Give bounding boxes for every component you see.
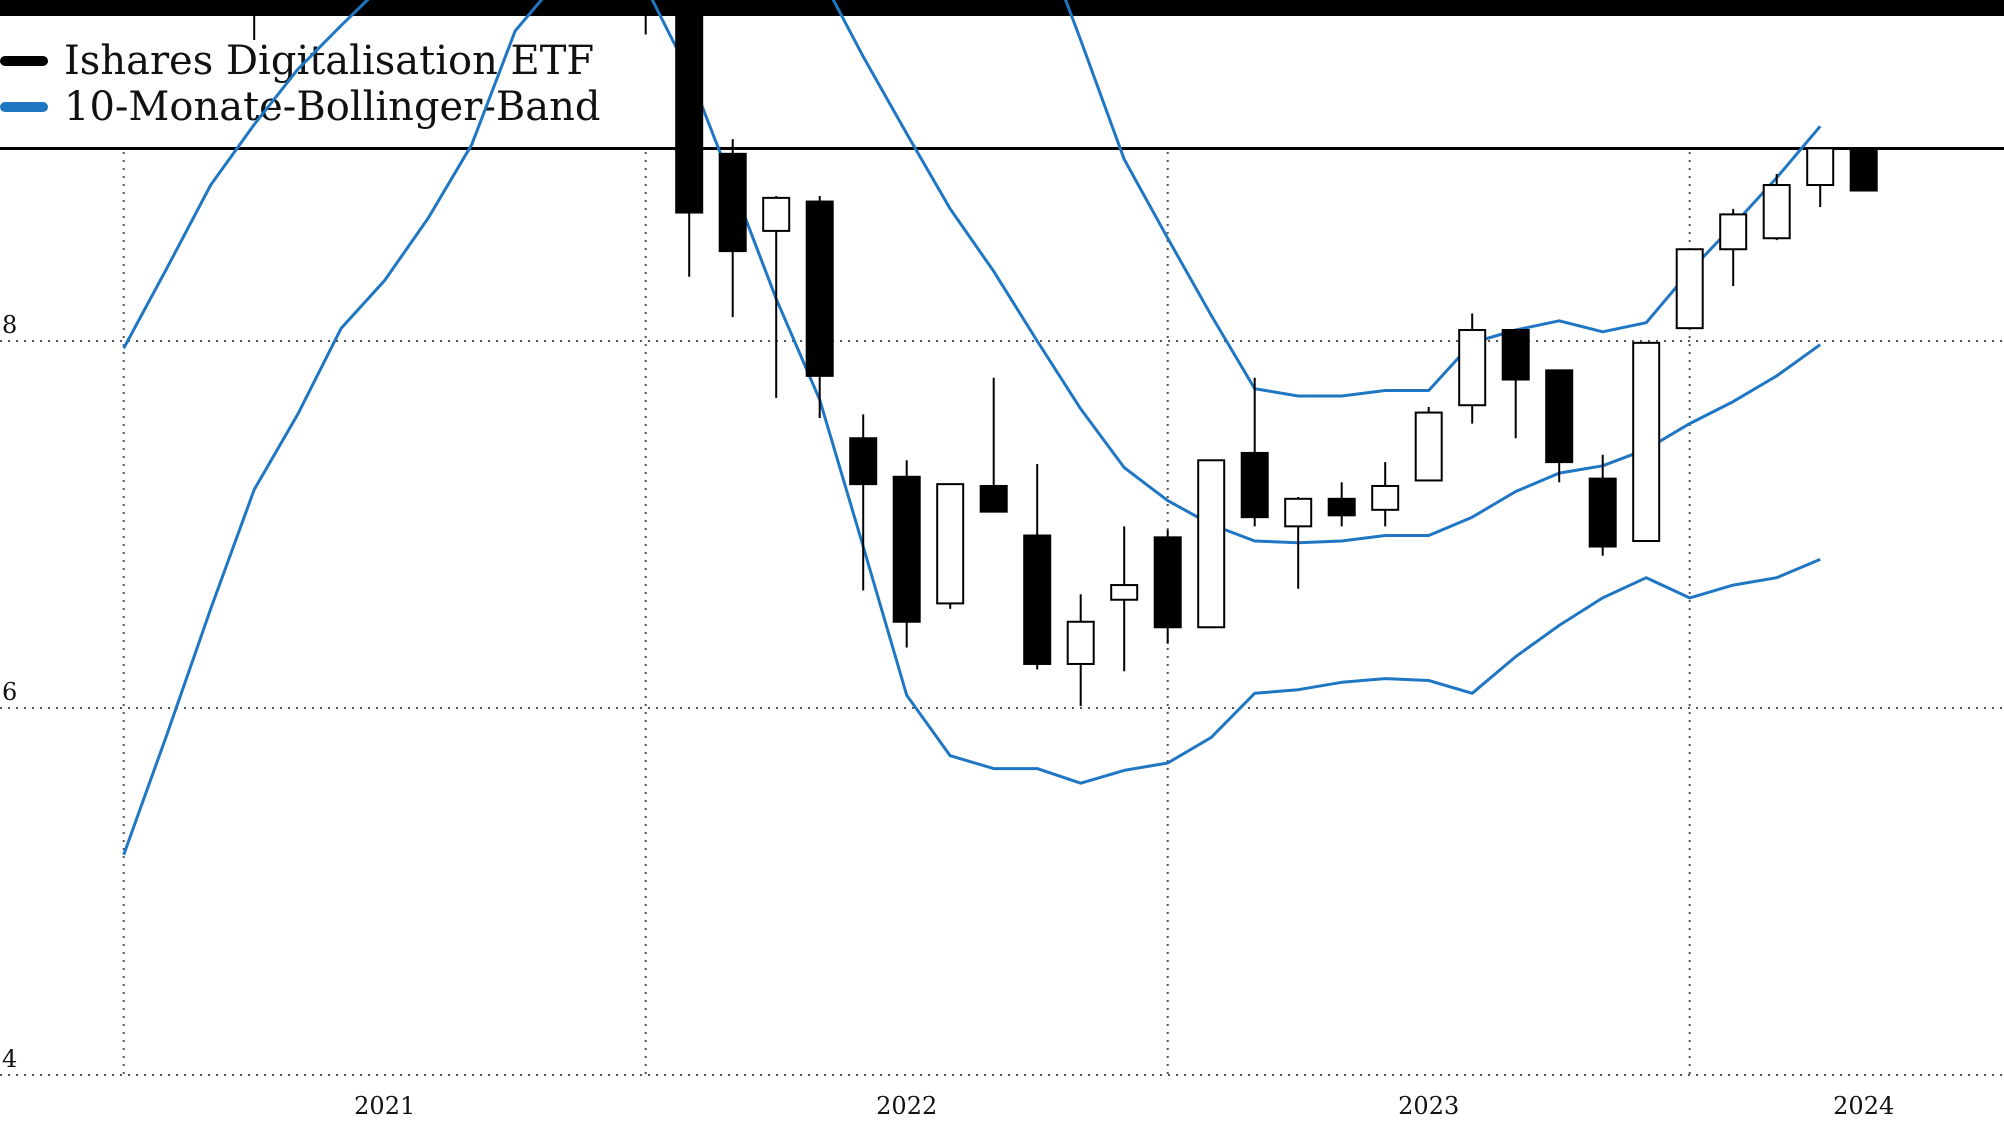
candle-body [1588,477,1617,548]
candle-body [762,196,791,232]
x-tick-label: 2021 [354,1092,415,1120]
candle-body [979,484,1008,513]
candle-body [1675,248,1704,330]
candle-body [1284,497,1313,528]
y-tick-label: 8 [2,311,17,339]
x-tick-label: 2023 [1398,1092,1459,1120]
legend-label-band: 10-Monate-Bollinger-Band [64,84,601,130]
legend-item-etf: Ishares Digitalisation ETF [0,38,600,84]
candle-body [1501,328,1530,381]
candle-body [1153,536,1182,629]
x-tick-label: 2022 [876,1092,937,1120]
candle-body [936,483,965,605]
legend-divider [0,147,2004,150]
candle-body [1632,341,1661,543]
candle-body [1197,459,1226,629]
candle-body [718,152,747,253]
candle-body [1110,584,1139,601]
candle-body [1719,213,1748,251]
candle-body [1240,451,1269,519]
candle-body [1762,184,1791,240]
candle-body [1414,411,1443,482]
x-tick-label: 2024 [1833,1092,1894,1120]
candle-body [849,437,878,486]
legend: Ishares Digitalisation ETF 10-Monate-Bol… [0,38,600,130]
top-rule [0,0,2004,16]
candle-body [1327,497,1356,517]
y-tick-label: 6 [2,678,17,706]
bollinger-upper-line [1064,0,1822,398]
candle-body [892,475,921,623]
candle-body [1806,147,1835,187]
bollinger-middle-line [122,0,1822,545]
legend-swatch-etf [0,56,48,66]
legend-swatch-band [0,102,48,112]
legend-item-band: 10-Monate-Bollinger-Band [0,84,600,130]
candle-body [675,0,704,214]
candle-body [1066,620,1095,665]
y-tick-label: 4 [2,1045,17,1073]
candle-body [1023,534,1052,665]
candle-body [1458,328,1487,407]
bollinger-lower-line [122,0,1821,856]
legend-label-etf: Ishares Digitalisation ETF [64,38,595,84]
candle-body [1545,369,1574,464]
candle-body [1371,484,1400,511]
candle-body [805,200,834,377]
candle-body [1849,147,1878,192]
